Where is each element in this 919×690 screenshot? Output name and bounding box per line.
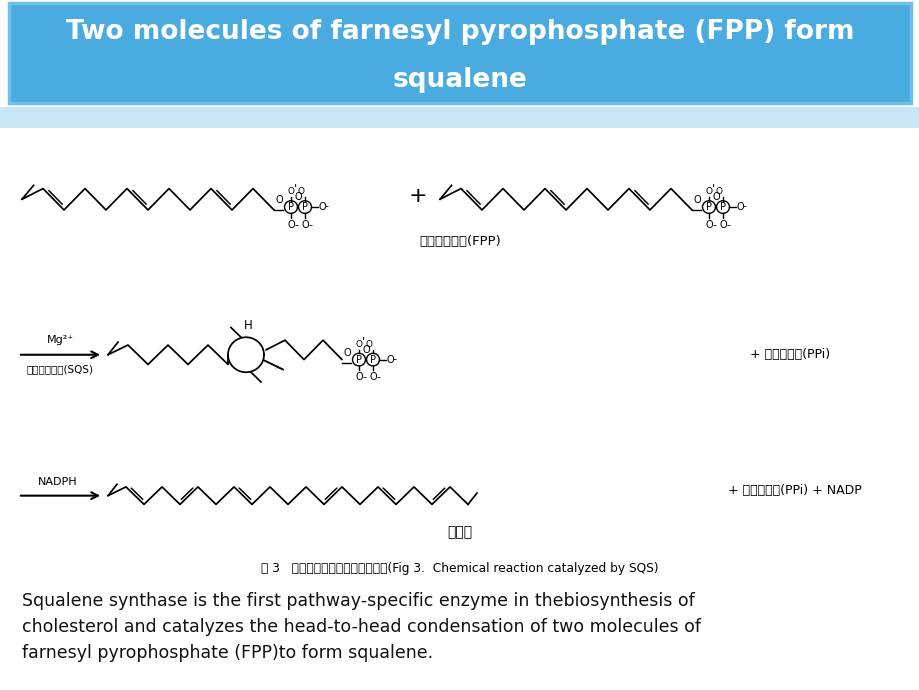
Text: ': ' — [711, 184, 715, 197]
Text: P: P — [705, 202, 711, 212]
Text: -: - — [725, 219, 729, 230]
Text: -: - — [711, 219, 715, 230]
Text: O: O — [705, 219, 712, 230]
Text: O: O — [297, 188, 304, 197]
Text: 角鲨烯合成酶(SQS): 角鲨烯合成酶(SQS) — [27, 364, 94, 375]
Text: 图 3   角鲨烯合成酶催化的化学反应(Fig 3.  Chemical reaction catalyzed by SQS): 图 3 角鲨烯合成酶催化的化学反应(Fig 3. Chemical reacti… — [261, 562, 658, 575]
Text: O: O — [343, 348, 350, 357]
Text: 角鲨烯: 角鲨烯 — [447, 526, 472, 540]
Text: -: - — [308, 219, 312, 230]
Text: farnesyl pyrophosphate (FPP)to form squalene.: farnesyl pyrophosphate (FPP)to form squa… — [22, 644, 433, 662]
Text: Two molecules of farnesyl pyrophosphate (FPP) form: Two molecules of farnesyl pyrophosphate … — [65, 19, 854, 45]
Text: cholesterol and catalyzes the head-to-head condensation of two molecules of: cholesterol and catalyzes the head-to-he… — [22, 618, 700, 636]
Text: H: H — [244, 319, 252, 333]
Text: O: O — [287, 188, 294, 197]
Text: O: O — [355, 340, 362, 349]
Text: ': ' — [362, 336, 365, 349]
Text: O: O — [387, 355, 394, 364]
Text: Squalene synthase is the first pathway-specific enzyme in thebiosynthesis of: Squalene synthase is the first pathway-s… — [22, 591, 694, 609]
Text: ': ' — [294, 184, 298, 197]
Text: O: O — [287, 219, 294, 230]
Text: +: + — [408, 186, 426, 206]
Text: -: - — [361, 372, 366, 382]
Text: P: P — [369, 355, 376, 364]
Text: O: O — [715, 188, 721, 197]
Text: + 无机焦磷酸(PPi): + 无机焦磷酸(PPi) — [749, 348, 829, 362]
Bar — [0, 107, 919, 128]
Text: squalene: squalene — [392, 67, 527, 93]
Text: O: O — [301, 219, 309, 230]
Text: P: P — [288, 202, 294, 212]
Text: 法呢基二磷酸(FPP): 法呢基二磷酸(FPP) — [419, 235, 500, 248]
Text: O: O — [275, 195, 282, 205]
Text: Mg²⁺: Mg²⁺ — [46, 335, 74, 345]
Text: O: O — [736, 202, 743, 212]
Text: O: O — [711, 193, 719, 202]
Text: O: O — [369, 372, 377, 382]
Text: P: P — [720, 202, 725, 212]
Text: O: O — [692, 195, 700, 205]
Text: -: - — [294, 219, 298, 230]
Text: NADPH: NADPH — [38, 477, 77, 487]
Text: O: O — [355, 372, 362, 382]
Text: O: O — [362, 345, 369, 355]
Text: P: P — [301, 202, 308, 212]
Text: P: P — [356, 355, 361, 364]
Text: -: - — [391, 354, 395, 364]
Text: -: - — [376, 372, 380, 382]
Text: -: - — [742, 201, 745, 211]
Text: O: O — [294, 193, 301, 202]
Text: O: O — [719, 219, 726, 230]
Text: O: O — [319, 202, 326, 212]
Text: O: O — [365, 340, 372, 349]
Text: O: O — [705, 188, 711, 197]
Text: -: - — [323, 201, 328, 211]
Text: + 无机焦磷酸(PPi) + NADP: + 无机焦磷酸(PPi) + NADP — [727, 484, 861, 497]
